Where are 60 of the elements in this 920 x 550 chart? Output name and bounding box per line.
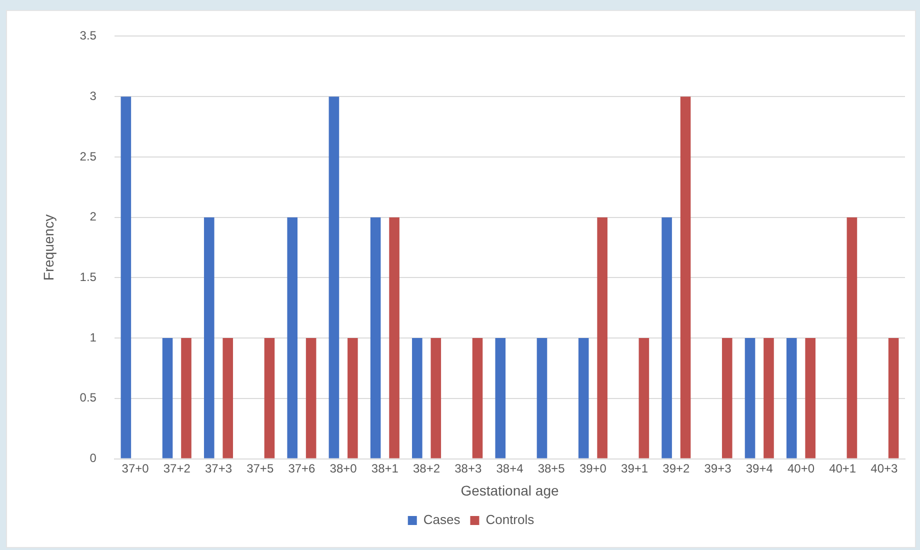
legend-label: Controls <box>486 512 535 528</box>
bar <box>495 338 506 458</box>
x-tick-label: 40+0 <box>787 461 815 476</box>
x-tick-label: 39+1 <box>621 461 648 476</box>
x-tick-label: 38+0 <box>330 461 358 476</box>
bar <box>430 338 442 458</box>
bar <box>578 338 589 458</box>
bar <box>389 217 400 458</box>
x-tick-label: 38+4 <box>496 461 524 476</box>
y-tick-label: 3.5 <box>80 28 97 43</box>
bar <box>846 217 858 458</box>
bar <box>181 338 192 458</box>
bar <box>888 338 899 458</box>
x-tick-label: 40+3 <box>870 461 898 476</box>
x-tick-label: 40+1 <box>829 461 856 476</box>
y-tick-label: 1 <box>90 330 97 344</box>
bar <box>328 96 340 458</box>
bar <box>680 96 691 458</box>
x-tick-label: 39+2 <box>662 461 690 476</box>
bar <box>306 338 316 458</box>
bar <box>786 338 797 458</box>
y-tick-label: 3 <box>90 88 97 103</box>
bar <box>744 338 756 458</box>
bar <box>805 338 816 458</box>
y-tick-label: 2 <box>90 210 97 224</box>
bar <box>722 338 732 458</box>
bar <box>764 338 774 458</box>
bar <box>662 217 672 458</box>
bar <box>348 338 358 458</box>
bar <box>597 217 608 458</box>
y-tick-label: 2.5 <box>80 149 97 164</box>
bar <box>264 338 275 458</box>
bar <box>204 217 214 458</box>
x-tick-label: 39+0 <box>579 461 607 476</box>
bar <box>412 338 422 458</box>
bar <box>120 96 132 458</box>
x-tick-label: 37+6 <box>288 461 316 476</box>
x-tick-label: 37+2 <box>163 461 191 476</box>
bar <box>370 217 381 458</box>
x-axis-title: Gestational age <box>460 482 559 498</box>
bar <box>536 338 548 458</box>
bar <box>222 338 234 458</box>
x-tick-label: 37+5 <box>246 461 274 476</box>
x-tick-label: 38+3 <box>454 461 482 476</box>
y-axis-title: Frequency <box>40 214 56 281</box>
x-tick-label: 38+1 <box>371 461 399 476</box>
legend-label: Cases <box>423 512 461 528</box>
y-tick-label: 0 <box>90 451 97 466</box>
y-tick-label: 0.5 <box>80 390 97 405</box>
x-tick-label: 37+0 <box>122 461 150 476</box>
x-tick-label: 39+3 <box>704 461 732 476</box>
x-tick-label: 38+2 <box>413 461 440 476</box>
x-tick-label: 38+5 <box>538 461 566 476</box>
y-tick-label: 1.5 <box>80 270 97 284</box>
bar <box>638 338 650 458</box>
bar <box>472 338 483 458</box>
x-tick-label: 39+4 <box>746 461 774 476</box>
bar <box>287 217 298 458</box>
bar <box>162 338 173 458</box>
x-tick-label: 37+3 <box>204 461 232 476</box>
